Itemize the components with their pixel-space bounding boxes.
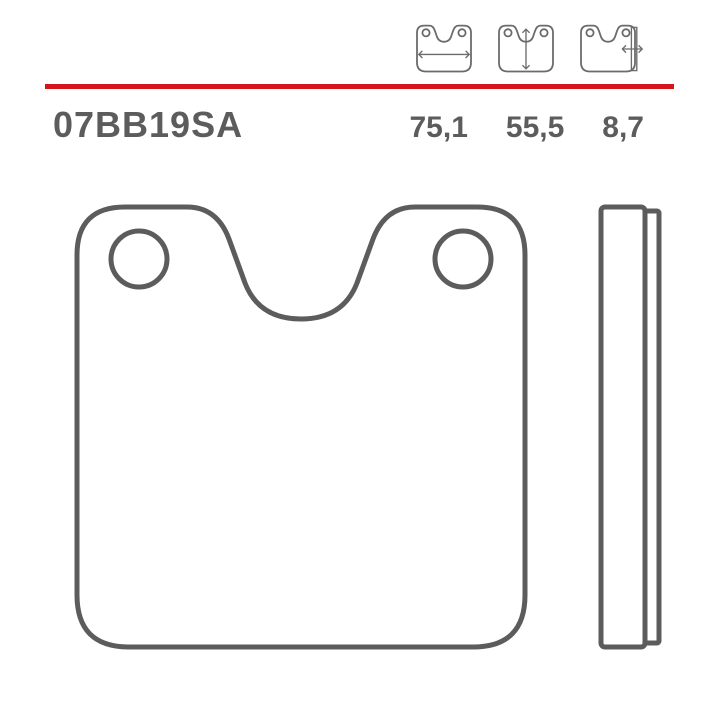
diagram-canvas: 07BB19SA 75,1 55,5 8,7 <box>0 0 724 724</box>
part-number: 07BB19SA <box>53 104 243 146</box>
accent-divider <box>45 84 674 89</box>
pad-front-outline <box>77 207 525 647</box>
mount-hole-right <box>435 231 491 287</box>
dim-thickness: 8,7 <box>602 111 644 145</box>
brake-pad-drawing <box>45 195 685 675</box>
pad-side-backplate <box>601 207 645 647</box>
header-icon-row <box>408 22 644 76</box>
spec-row: 07BB19SA 75,1 55,5 8,7 <box>53 104 664 146</box>
main-figure <box>45 195 685 675</box>
height-dim-icon <box>490 22 562 76</box>
dimensions-group: 75,1 55,5 8,7 <box>410 111 665 145</box>
pad-side-friction <box>645 211 659 643</box>
dim-height: 55,5 <box>506 111 564 145</box>
thickness-dim-icon <box>572 22 644 76</box>
dim-width: 75,1 <box>410 111 468 145</box>
width-dim-icon <box>408 22 480 76</box>
mount-hole-left <box>111 231 167 287</box>
